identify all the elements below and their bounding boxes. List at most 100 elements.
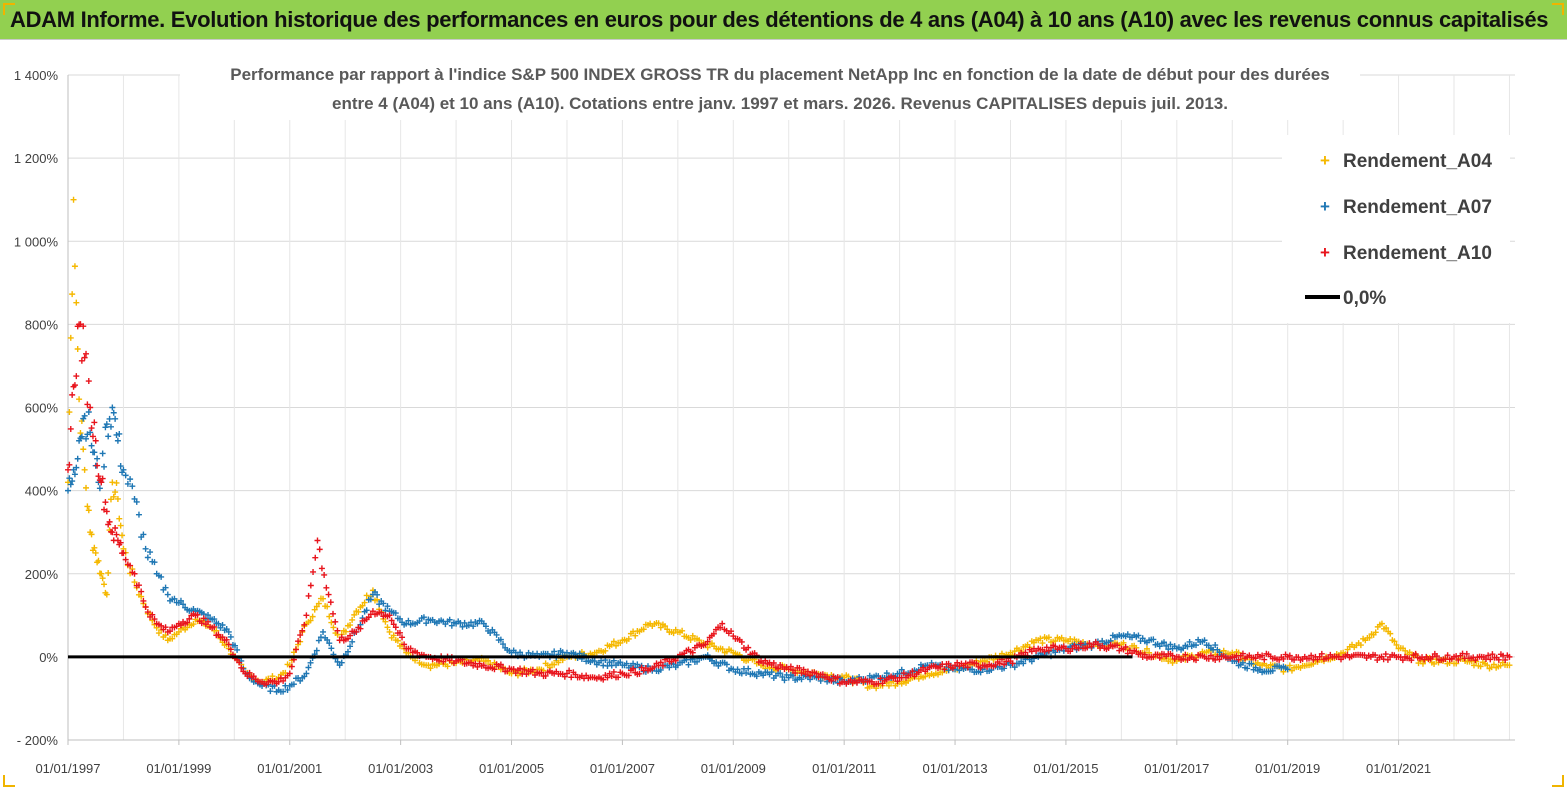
y-tick-label: 800% — [25, 317, 59, 332]
series-marker — [305, 664, 312, 671]
series-marker — [80, 323, 87, 330]
series-marker — [407, 645, 414, 652]
series-marker — [238, 664, 245, 671]
y-tick-label: 1 400% — [14, 68, 59, 83]
series-marker — [962, 660, 969, 667]
series-marker — [1020, 660, 1027, 667]
corner-marker-bottom-left — [3, 775, 15, 787]
series-marker — [907, 671, 914, 678]
series-marker — [363, 607, 370, 614]
series-marker — [1114, 642, 1121, 649]
data-point — [98, 479, 105, 486]
legend-marker-a04: + — [1320, 151, 1330, 170]
series-marker — [1180, 655, 1187, 662]
series-marker — [602, 647, 609, 654]
series-marker — [666, 664, 673, 671]
series-marker — [117, 463, 124, 470]
series-rendement_a07 — [65, 404, 1291, 695]
series-marker — [1412, 650, 1419, 657]
series-marker — [1009, 660, 1016, 667]
data-point — [65, 487, 71, 494]
series-marker — [1286, 652, 1293, 659]
series-marker — [420, 614, 427, 621]
data-point — [225, 628, 232, 635]
series-marker — [461, 619, 468, 626]
series-marker — [1261, 656, 1268, 663]
series-marker — [1477, 663, 1484, 670]
data-point — [81, 466, 88, 473]
series-marker — [127, 476, 134, 483]
series-marker — [920, 664, 927, 671]
series-marker — [151, 559, 158, 566]
report-header: ADAM Informe. Evolution historique des p… — [0, 0, 1567, 40]
series-marker — [1490, 661, 1497, 668]
series-marker — [74, 345, 81, 352]
series-marker — [200, 615, 207, 622]
series-marker — [69, 391, 76, 398]
series-marker — [396, 615, 403, 622]
series-marker — [1216, 656, 1223, 663]
series-marker — [151, 616, 158, 623]
series-marker — [315, 637, 322, 644]
series-marker — [147, 549, 154, 556]
series-marker — [1393, 641, 1400, 648]
series-marker — [140, 597, 147, 604]
series-marker — [640, 626, 647, 633]
legend: + Rendement_A04 + Rendement_A07 + Rendem… — [1282, 135, 1510, 323]
series-marker — [1120, 639, 1127, 646]
series-marker — [922, 673, 929, 680]
series-marker — [817, 677, 824, 684]
series-marker — [105, 433, 112, 440]
data-point — [1284, 666, 1291, 673]
legend-marker-a07: + — [1320, 197, 1330, 216]
series-marker — [1444, 652, 1451, 659]
series-marker — [99, 475, 106, 482]
series-marker — [110, 409, 117, 416]
series-marker — [521, 666, 528, 673]
series-marker — [313, 647, 320, 654]
series-marker — [227, 646, 234, 653]
series-marker — [284, 686, 291, 693]
chart-title-line-1: Performance par rapport à l'indice S&P 5… — [230, 65, 1330, 84]
series-marker — [321, 571, 328, 578]
series-marker — [1280, 668, 1287, 675]
series-marker — [1137, 650, 1144, 657]
x-tick-label: 01/01/1999 — [146, 761, 211, 776]
series-marker — [551, 661, 558, 668]
series-marker — [332, 618, 339, 625]
series-marker — [326, 613, 333, 620]
series-marker — [367, 596, 374, 603]
data-point — [369, 608, 376, 615]
data-point — [120, 466, 127, 473]
series-marker — [102, 499, 109, 506]
series-marker — [728, 628, 735, 635]
series-marker — [1497, 662, 1504, 669]
series-marker — [1372, 629, 1379, 636]
series-marker — [140, 531, 147, 538]
series-marker — [894, 678, 901, 685]
series-marker — [1316, 653, 1323, 660]
series-marker — [787, 663, 794, 670]
series-marker — [610, 668, 617, 675]
series-marker — [1143, 645, 1150, 652]
series-marker — [436, 657, 443, 664]
series-marker — [1028, 658, 1035, 665]
series-marker — [112, 524, 119, 531]
series-marker — [267, 688, 274, 695]
series-marker — [198, 620, 205, 627]
series-marker — [95, 557, 102, 564]
series-marker — [1235, 649, 1242, 656]
series-marker — [770, 659, 777, 666]
series-marker — [110, 493, 117, 500]
series-marker — [232, 642, 239, 649]
legend-label-a04: Rendement_A04 — [1343, 151, 1492, 172]
series-marker — [330, 610, 337, 617]
series-marker — [144, 609, 151, 616]
series-marker — [800, 666, 807, 673]
series-marker — [113, 479, 120, 486]
series-marker — [315, 600, 322, 607]
series-marker — [1156, 654, 1163, 661]
series-marker — [753, 673, 760, 680]
series-marker — [155, 630, 162, 637]
series-marker — [117, 522, 124, 529]
